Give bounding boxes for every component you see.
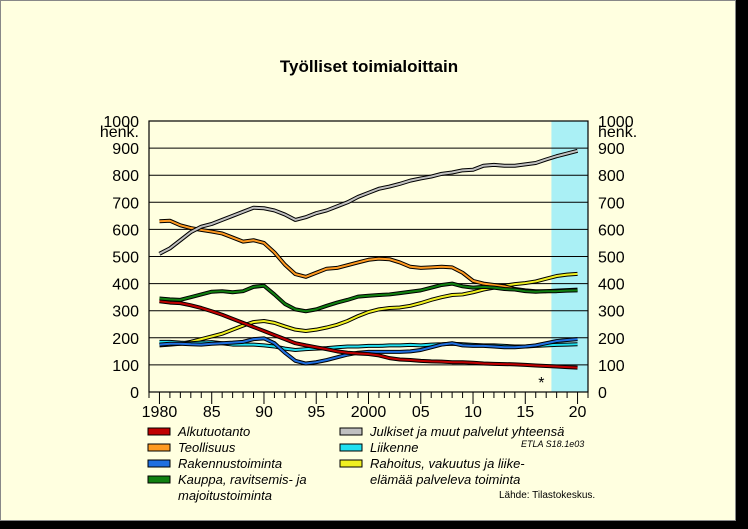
y-tick-label-left: 700 <box>112 195 139 212</box>
code-label: ETLA S18.1e03 <box>521 439 584 449</box>
x-tick-label: 05 <box>412 404 430 421</box>
legend-label: Julkiset ja muut palvelut yhteensä <box>369 424 564 439</box>
y-tick-label-left: 100 <box>112 358 139 375</box>
series-outline <box>159 218 578 294</box>
x-tick-label: 20 <box>569 404 587 421</box>
x-tick-label: 95 <box>307 404 325 421</box>
y-tick-label-right: 800 <box>598 168 625 185</box>
line-chart: 0 0 100 100 200 200 300 300 400 400 500 500 600 600 70… <box>100 114 637 503</box>
y-tick-label-right: 900 <box>598 141 625 158</box>
y-tick-label-left: 500 <box>112 250 139 267</box>
y-tick-label-left: 800 <box>112 168 139 185</box>
series-line <box>159 282 578 313</box>
series-line <box>158 149 578 255</box>
series-layer <box>158 148 579 370</box>
legend-swatch <box>339 443 363 452</box>
y-tick-label-left: 0 <box>130 385 139 402</box>
legend-swatch <box>147 475 171 484</box>
legend-label-line2: majoitustoiminta <box>178 488 272 503</box>
y-tick-label-left: 200 <box>112 331 139 348</box>
legend-swatch <box>147 459 171 468</box>
legend-label: Rakennustoiminta <box>178 456 282 471</box>
y-tick-label-right: 300 <box>598 304 625 321</box>
legend-label: Teollisuus <box>178 440 236 455</box>
y-tick-label-right: 200 <box>598 331 625 348</box>
legend-label: Alkutuotanto <box>177 424 250 439</box>
legend-swatch <box>147 443 171 452</box>
y-tick-label-left: 900 <box>112 141 139 158</box>
unit-label-right: henk. <box>598 124 637 141</box>
y-tick-label-right: 100 <box>598 358 625 375</box>
unit-label-left: henk. <box>100 124 139 141</box>
y-tick-label-right: 700 <box>598 195 625 212</box>
x-tick-label: 2000 <box>351 404 387 421</box>
series-outline <box>159 281 578 314</box>
source-label: Lähde: Tilastokeskus. <box>499 490 595 501</box>
y-tick-label-left: 1000 <box>103 114 139 131</box>
y-tick-label-left: 600 <box>112 222 139 239</box>
y-tick-label-right: 600 <box>598 222 625 239</box>
legend-label: Liikenne <box>370 440 418 455</box>
x-tick-label: 10 <box>464 404 482 421</box>
y-tick-label-right: 400 <box>598 277 625 294</box>
legend-layer: AlkutuotantoTeollisuusRakennustoimintaKa… <box>147 424 564 503</box>
forecast-marker: * <box>538 375 544 392</box>
legend-label: Rahoitus, vakuutus ja liike- <box>370 456 525 471</box>
x-tick-label: 1980 <box>142 404 178 421</box>
series-line <box>159 300 578 369</box>
legend-label: Kauppa, ravitsemis- ja <box>178 472 307 487</box>
x-tick-label: 90 <box>255 404 273 421</box>
legend-swatch <box>339 459 363 468</box>
chart-title: Työlliset toimialoittain <box>279 57 459 76</box>
legend-label-line2: elämää palveleva toiminta <box>370 472 520 487</box>
x-tick-label: 15 <box>516 404 534 421</box>
axis-layer: 0 0 100 100 200 200 300 300 400 400 500 500 600 600 70… <box>100 114 637 421</box>
legend-swatch <box>147 427 171 436</box>
series-line <box>159 337 578 365</box>
legend-swatch <box>339 427 363 436</box>
y-tick-label-right: 1000 <box>598 114 634 131</box>
y-tick-label-left: 300 <box>112 304 139 321</box>
series-line <box>159 219 578 293</box>
y-tick-label-right: 0 <box>598 385 607 402</box>
y-tick-label-left: 400 <box>112 277 139 294</box>
series-line <box>159 272 578 347</box>
y-tick-label-right: 500 <box>598 250 625 267</box>
x-tick-label: 85 <box>203 404 221 421</box>
